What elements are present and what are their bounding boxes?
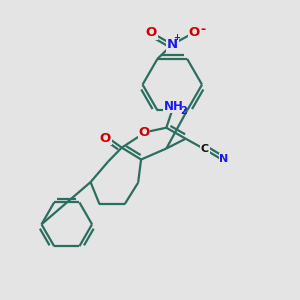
Text: O: O xyxy=(146,26,157,39)
Text: O: O xyxy=(138,126,150,139)
Text: C: C xyxy=(201,144,209,154)
Text: N: N xyxy=(219,154,228,164)
Text: N: N xyxy=(167,38,178,51)
Text: O: O xyxy=(188,26,200,39)
Text: 2: 2 xyxy=(180,106,187,116)
Text: NH: NH xyxy=(164,100,184,113)
Text: +: + xyxy=(173,33,180,42)
Text: O: O xyxy=(100,132,111,145)
Text: -: - xyxy=(200,23,206,36)
